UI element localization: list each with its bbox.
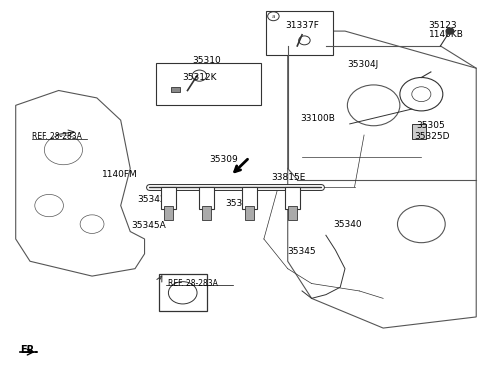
Text: 35325D: 35325D bbox=[414, 132, 450, 141]
Bar bbox=[199, 187, 214, 209]
Text: 33815E: 33815E bbox=[271, 173, 305, 182]
Text: 35123: 35123 bbox=[429, 21, 457, 30]
Bar bbox=[266, 11, 333, 55]
Text: 35309: 35309 bbox=[209, 155, 238, 164]
Text: 35304: 35304 bbox=[226, 199, 254, 208]
Bar bbox=[412, 124, 426, 139]
Text: REF. 28-283A: REF. 28-283A bbox=[168, 279, 218, 288]
Text: 31337F: 31337F bbox=[285, 21, 319, 30]
Text: REF. 28-283A: REF. 28-283A bbox=[33, 132, 82, 141]
Text: a: a bbox=[272, 14, 275, 19]
Text: 35312K: 35312K bbox=[183, 73, 217, 82]
Text: 1140FM: 1140FM bbox=[102, 169, 137, 178]
Text: 35304J: 35304J bbox=[347, 60, 378, 69]
Text: 33100B: 33100B bbox=[300, 114, 336, 123]
Bar bbox=[164, 206, 173, 220]
Bar bbox=[202, 206, 211, 220]
Bar bbox=[285, 187, 300, 209]
Text: 35310: 35310 bbox=[192, 56, 221, 65]
Circle shape bbox=[446, 28, 454, 34]
Bar bbox=[171, 87, 180, 92]
Text: 35345: 35345 bbox=[288, 248, 316, 257]
Bar bbox=[242, 187, 257, 209]
Text: 1140KB: 1140KB bbox=[429, 30, 463, 39]
Text: 35340: 35340 bbox=[333, 220, 362, 229]
Bar bbox=[245, 206, 254, 220]
Bar bbox=[161, 187, 176, 209]
Bar bbox=[288, 206, 297, 220]
Text: FR.: FR. bbox=[21, 345, 38, 355]
Text: 35305: 35305 bbox=[417, 121, 445, 130]
Bar bbox=[159, 274, 206, 312]
Text: 35345A: 35345A bbox=[132, 221, 166, 230]
Text: 35342: 35342 bbox=[138, 196, 166, 205]
Bar bbox=[156, 62, 262, 105]
